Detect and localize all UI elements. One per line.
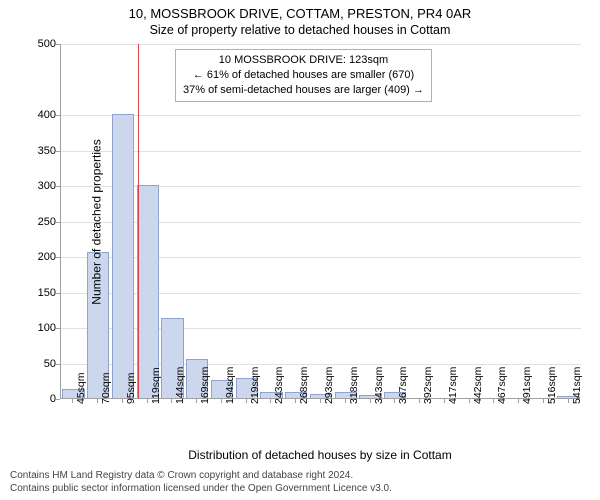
x-tick-mark: [320, 399, 321, 403]
page-subtitle: Size of property relative to detached ho…: [0, 21, 600, 37]
reference-line: [138, 44, 140, 398]
x-tick-label: 392sqm: [422, 367, 434, 404]
info-line-larger: 37% of semi-detached houses are larger (…: [183, 83, 424, 98]
y-axis-label: Number of detached properties: [90, 139, 104, 304]
x-tick-mark: [295, 399, 296, 403]
x-tick-mark: [568, 399, 569, 403]
y-tick-mark: [56, 44, 60, 45]
x-tick-label: 318sqm: [348, 367, 360, 404]
x-tick-label: 95sqm: [125, 372, 137, 404]
x-tick-label: 268sqm: [298, 367, 310, 404]
info-line-smaller: ← 61% of detached houses are smaller (67…: [183, 68, 424, 83]
x-tick-label: 367sqm: [397, 367, 409, 404]
y-tick-mark: [56, 186, 60, 187]
x-tick-label: 442sqm: [472, 367, 484, 404]
y-tick-label: 0: [22, 393, 56, 405]
y-tick-label: 350: [22, 145, 56, 157]
x-tick-mark: [97, 399, 98, 403]
footer-attribution: Contains HM Land Registry data © Crown c…: [10, 469, 392, 495]
x-tick-label: 343sqm: [373, 367, 385, 404]
x-tick-mark: [196, 399, 197, 403]
x-axis-label: Distribution of detached houses by size …: [60, 448, 580, 462]
x-tick-label: 417sqm: [447, 367, 459, 404]
footer-line2: Contains public sector information licen…: [10, 482, 392, 495]
y-tick-mark: [56, 399, 60, 400]
y-tick-label: 50: [22, 358, 56, 370]
x-tick-mark: [370, 399, 371, 403]
plot-region: 10 MOSSBROOK DRIVE: 123sqm ← 61% of deta…: [60, 44, 580, 399]
x-tick-label: 144sqm: [174, 367, 186, 404]
y-tick-mark: [56, 328, 60, 329]
y-tick-mark: [56, 257, 60, 258]
x-tick-mark: [444, 399, 445, 403]
y-tick-mark: [56, 222, 60, 223]
info-line-property: 10 MOSSBROOK DRIVE: 123sqm: [183, 53, 424, 68]
x-tick-mark: [72, 399, 73, 403]
x-tick-mark: [493, 399, 494, 403]
x-tick-mark: [469, 399, 470, 403]
y-tick-label: 250: [22, 216, 56, 228]
x-tick-mark: [518, 399, 519, 403]
x-tick-mark: [394, 399, 395, 403]
y-tick-label: 500: [22, 38, 56, 50]
x-tick-mark: [122, 399, 123, 403]
x-tick-label: 119sqm: [150, 367, 162, 404]
y-tick-mark: [56, 115, 60, 116]
x-tick-mark: [221, 399, 222, 403]
x-tick-label: 45sqm: [75, 372, 87, 404]
x-tick-mark: [171, 399, 172, 403]
x-tick-mark: [543, 399, 544, 403]
y-tick-label: 100: [22, 322, 56, 334]
footer-line1: Contains HM Land Registry data © Crown c…: [10, 469, 392, 482]
y-tick-mark: [56, 293, 60, 294]
info-box: 10 MOSSBROOK DRIVE: 123sqm ← 61% of deta…: [175, 49, 432, 102]
y-tick-mark: [56, 364, 60, 365]
x-tick-label: 491sqm: [521, 367, 533, 404]
x-tick-label: 169sqm: [199, 367, 211, 404]
x-tick-label: 219sqm: [249, 367, 261, 404]
y-tick-label: 400: [22, 109, 56, 121]
x-tick-mark: [345, 399, 346, 403]
x-tick-mark: [419, 399, 420, 403]
x-tick-label: 194sqm: [224, 367, 236, 404]
x-tick-mark: [270, 399, 271, 403]
x-tick-label: 516sqm: [546, 367, 558, 404]
y-tick-label: 300: [22, 180, 56, 192]
x-tick-label: 541sqm: [571, 367, 583, 404]
histogram-chart: 10 MOSSBROOK DRIVE: 123sqm ← 61% of deta…: [60, 44, 580, 399]
histogram-bar: [112, 114, 134, 398]
x-tick-label: 293sqm: [323, 367, 335, 404]
x-tick-label: 243sqm: [273, 367, 285, 404]
page-title-address: 10, MOSSBROOK DRIVE, COTTAM, PRESTON, PR…: [0, 0, 600, 21]
y-tick-label: 150: [22, 287, 56, 299]
x-tick-mark: [147, 399, 148, 403]
x-tick-label: 70sqm: [100, 372, 112, 404]
x-tick-label: 467sqm: [496, 367, 508, 404]
y-tick-label: 200: [22, 251, 56, 263]
y-tick-mark: [56, 151, 60, 152]
x-tick-mark: [246, 399, 247, 403]
